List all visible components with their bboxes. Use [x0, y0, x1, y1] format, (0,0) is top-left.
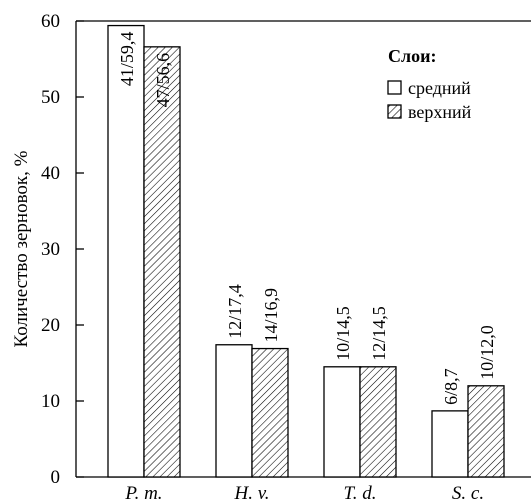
- category-label: S. c.: [452, 483, 484, 503]
- bar-middle: [323, 366, 361, 478]
- bar-upper: [143, 46, 181, 478]
- bars: [107, 24, 505, 478]
- bar-upper: [359, 366, 397, 478]
- data-label: 12/17,4: [225, 284, 245, 339]
- bar-upper: [467, 385, 505, 478]
- data-label: 10/14,5: [333, 306, 353, 361]
- legend-label-upper: верхний: [408, 102, 472, 122]
- bar-upper: [251, 347, 289, 478]
- bar-middle: [215, 344, 253, 478]
- y-tick-label: 10: [41, 391, 60, 412]
- legend-swatch-middle: [387, 80, 402, 95]
- category-label: T. d.: [344, 483, 377, 503]
- legend-title: Слои:: [388, 46, 436, 66]
- legend: Слои: средний верхний: [387, 46, 472, 122]
- y-ticks: 0 10 20 30 40 50 60: [41, 11, 84, 488]
- category-label: P. m.: [124, 483, 162, 503]
- data-label: 6/8,7: [441, 368, 461, 405]
- bar-middle: [107, 24, 145, 478]
- y-tick-label: 20: [41, 315, 60, 336]
- y-tick-label: 0: [51, 467, 61, 488]
- data-label: 10/12,0: [477, 325, 497, 380]
- data-label: 41/59,4: [117, 32, 137, 87]
- bar-middle: [431, 410, 469, 478]
- y-tick-label: 30: [41, 239, 60, 260]
- category-label: H. v.: [234, 483, 270, 503]
- y-tick-label: 40: [41, 163, 60, 184]
- legend-swatch-upper: [387, 104, 402, 119]
- y-tick-label: 60: [41, 11, 60, 32]
- data-labels: 41/59,4 47/56,6 12/17,4 14/16,9 10/14,5 12/14…: [117, 32, 497, 405]
- category-labels: P. m. H. v. T. d. S. c.: [124, 483, 484, 503]
- data-label: 47/56,6: [153, 53, 173, 108]
- data-label: 14/16,9: [261, 288, 281, 343]
- data-label: 12/14,5: [369, 306, 389, 361]
- legend-label-middle: средний: [408, 78, 471, 98]
- y-axis-title: Количество зерновок, %: [11, 150, 32, 347]
- y-tick-label: 50: [41, 87, 60, 108]
